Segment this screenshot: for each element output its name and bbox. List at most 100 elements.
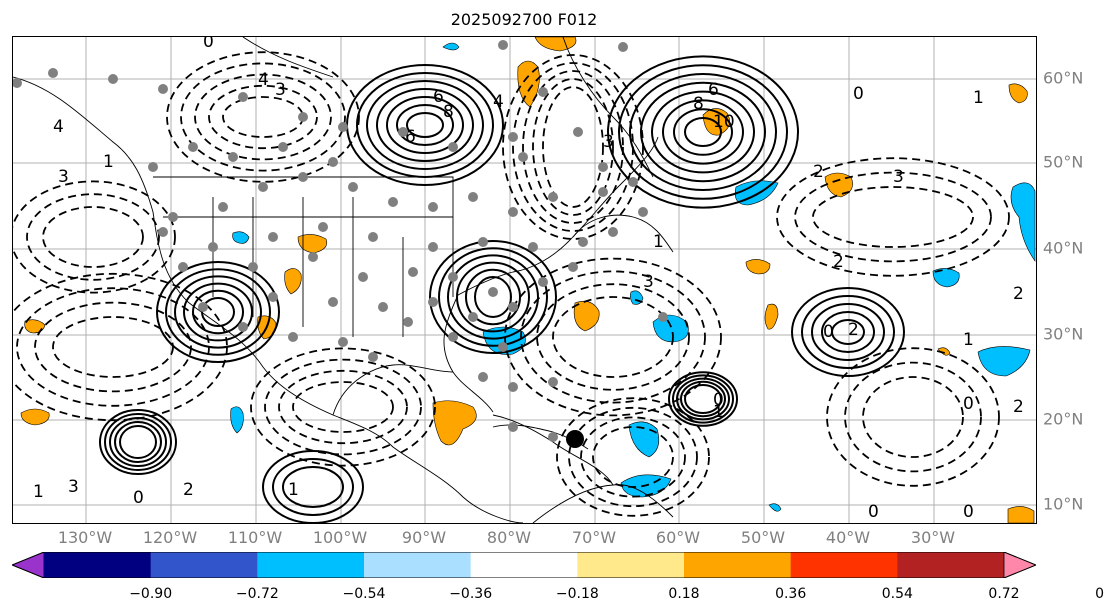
negative-contour (16, 287, 210, 407)
colorbar-segment (257, 552, 365, 578)
positive-contour (811, 303, 885, 361)
negative-contour (52, 316, 174, 378)
contour-label: 1 (288, 480, 299, 500)
contour-label: 3 (58, 167, 69, 187)
negative-contour (580, 416, 686, 498)
contour-label: 1 (963, 330, 974, 350)
colorbar-segment (897, 552, 1005, 578)
positive-contour (114, 421, 162, 463)
negative-patch (628, 421, 660, 458)
positive-patch (284, 268, 302, 295)
colorbar-segment (364, 552, 472, 578)
negative-patch (932, 268, 960, 288)
contour-label: 2 (833, 252, 844, 272)
positive-contour (165, 268, 271, 356)
negative-patch (1010, 182, 1036, 262)
contour-label: 1 (653, 232, 664, 252)
positive-contour (618, 64, 788, 200)
contour-label: 3 (893, 167, 904, 187)
contour-label: 3 (603, 132, 614, 152)
negative-contour (42, 206, 144, 268)
negative-contour (532, 78, 614, 216)
positive-patch (1008, 83, 1028, 104)
positive-contour (174, 275, 262, 349)
station-markers (13, 40, 668, 442)
negative-contour (222, 96, 304, 138)
positive-contour (640, 81, 766, 183)
positive-contour (438, 247, 548, 347)
negative-patch (652, 314, 689, 343)
contour-label: 2 (1013, 284, 1024, 304)
positive-patch (517, 60, 540, 108)
colorbar-tick-label: 0.18 (668, 586, 700, 602)
colorbar-tick-label: 0.36 (775, 586, 807, 602)
positive-contour (672, 374, 734, 424)
positive-contour (183, 282, 253, 342)
positive-contour (456, 261, 530, 333)
negative-contour (504, 257, 722, 417)
positive-patch (24, 319, 46, 334)
longitude-tick-label: 90°W (401, 528, 447, 547)
positive-contour (192, 289, 244, 335)
negative-contour (166, 51, 360, 183)
negative-contour (522, 70, 624, 224)
contour-label: 2 (183, 480, 194, 500)
colorbar-tick-label: −0.36 (449, 586, 493, 602)
contour-label: 3 (643, 272, 654, 292)
positive-contour (684, 384, 722, 414)
positive-contour (607, 55, 799, 209)
positive-contour (201, 297, 235, 327)
longitude-tick-label: 60°W (655, 528, 701, 547)
contour-label: 0 (963, 502, 974, 522)
negative-contour (208, 84, 318, 150)
contour-label: 0 (823, 322, 834, 342)
colorbar-tick-label: −0.18 (555, 586, 599, 602)
contour-label: 0 (133, 488, 144, 508)
negative-contour (250, 347, 436, 467)
negative-contour (794, 171, 992, 263)
negative-contour (812, 186, 974, 248)
negative-contour (292, 381, 394, 433)
negative-patch (768, 503, 782, 512)
colorbar-tick-label: −0.54 (342, 586, 386, 602)
contour-label: 1 (713, 402, 724, 422)
latitude-tick-label: 40°N (1043, 238, 1084, 258)
longitude-tick-label: 30°W (910, 528, 956, 547)
negative-patch (977, 346, 1031, 377)
positive-contour (673, 108, 733, 156)
colorbar-segment (150, 552, 258, 578)
negative-patch (442, 42, 460, 51)
negative-contour (844, 361, 982, 473)
contour-label: 3 (275, 80, 286, 100)
positive-contour (668, 371, 738, 427)
negative-contour (556, 397, 710, 517)
positive-contour (831, 319, 865, 345)
negative-contour (278, 369, 408, 445)
positive-contour (684, 117, 722, 147)
colorbar (12, 552, 1036, 578)
positive-contour (376, 88, 474, 162)
positive-patch (764, 303, 779, 330)
positive-patch (297, 234, 328, 254)
negative-contour (536, 283, 690, 391)
contour-label: 6 (433, 87, 444, 107)
positive-patch (1007, 506, 1035, 523)
negative-contour (520, 270, 706, 404)
negative-contour (552, 296, 674, 378)
contour-label: 0 (963, 394, 974, 414)
positive-contour (282, 466, 344, 508)
positive-contour (156, 261, 280, 363)
positive-contour (386, 96, 464, 154)
colorbar-segment (577, 552, 685, 578)
colorbar-tick-label: 0.54 (881, 586, 913, 602)
longitude-tick-label: 110°W (227, 528, 283, 547)
negative-contour (512, 62, 634, 232)
positive-contour (356, 72, 494, 178)
negative-contour (194, 73, 332, 161)
positive-contour (406, 112, 444, 138)
contour-lines (13, 51, 1010, 523)
contour-label: 8 (693, 94, 704, 114)
positive-contour (272, 458, 354, 516)
positive-patch (937, 347, 951, 356)
